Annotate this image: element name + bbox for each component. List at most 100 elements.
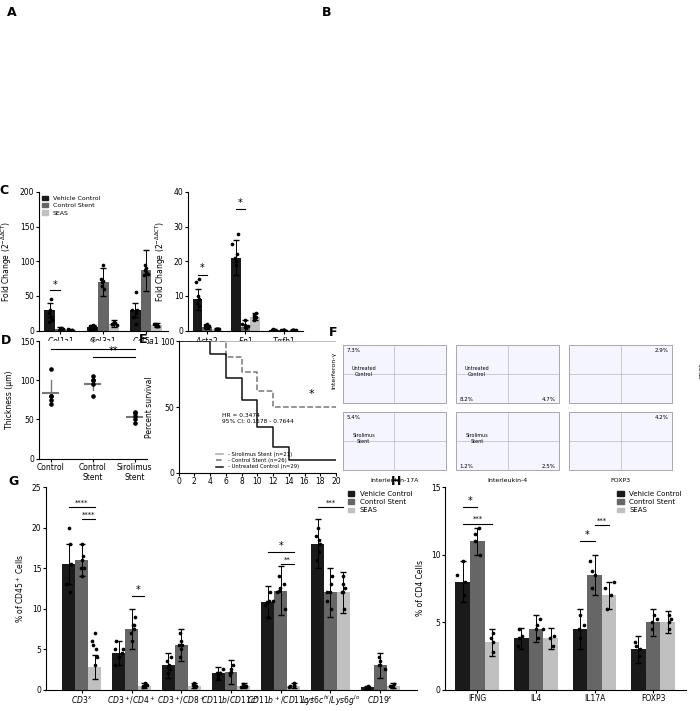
Point — [651, 614, 662, 625]
Bar — [569, 346, 672, 403]
Point — [44, 304, 55, 316]
Point — [57, 324, 69, 335]
Bar — [211, 673, 225, 690]
Point — [64, 587, 76, 598]
Bar — [602, 595, 617, 690]
Text: *: * — [136, 585, 141, 595]
Point — [235, 682, 246, 693]
Point — [211, 323, 223, 334]
Text: E: E — [139, 333, 148, 346]
Point — [286, 325, 297, 336]
Bar — [587, 574, 602, 690]
Text: G: G — [8, 475, 19, 488]
Point — [129, 407, 140, 419]
Text: HR = 0.3474
95% CI: 0.1578 - 0.7644: HR = 0.3474 95% CI: 0.1578 - 0.7644 — [222, 413, 293, 424]
Text: A: A — [7, 6, 17, 18]
Point — [190, 680, 201, 691]
Point — [214, 324, 225, 335]
Point — [278, 324, 289, 336]
Point — [175, 636, 186, 647]
Legend: Vehicle Control, Control Stent, SEAS: Vehicle Control, Control Stent, SEAS — [345, 488, 415, 516]
Point — [488, 637, 499, 648]
Point — [150, 321, 162, 332]
Bar — [125, 629, 138, 690]
Point — [148, 319, 160, 330]
Point — [232, 249, 243, 260]
Text: Interleukin-17A: Interleukin-17A — [370, 479, 419, 483]
Point — [211, 324, 223, 335]
Bar — [528, 629, 543, 690]
Point — [46, 394, 57, 405]
Point — [514, 623, 525, 635]
Point — [78, 562, 90, 574]
Text: 8.2%: 8.2% — [460, 397, 473, 402]
Bar — [141, 270, 151, 331]
Point — [87, 636, 98, 647]
Point — [90, 660, 101, 671]
Point — [325, 603, 336, 614]
Bar — [261, 602, 274, 690]
Point — [363, 680, 374, 692]
Point — [266, 324, 277, 336]
Point — [141, 679, 153, 690]
Point — [452, 569, 463, 580]
Point — [56, 322, 67, 333]
Point — [340, 583, 351, 594]
Point — [162, 661, 173, 673]
Point — [242, 321, 253, 332]
Point — [62, 324, 74, 335]
Point — [225, 666, 236, 678]
Point — [175, 643, 186, 655]
Point — [601, 603, 612, 614]
Point — [259, 599, 270, 610]
Point — [312, 555, 323, 566]
Point — [237, 678, 248, 690]
Point — [225, 668, 236, 679]
Y-axis label: Thickness (μm): Thickness (μm) — [6, 370, 14, 429]
Point — [127, 304, 138, 316]
Text: *: * — [200, 263, 205, 274]
Point — [200, 321, 211, 333]
Bar — [231, 258, 241, 331]
Point — [64, 324, 75, 336]
Point — [213, 672, 224, 683]
Point — [268, 324, 279, 336]
Point — [87, 375, 98, 386]
Text: 2.9%: 2.9% — [655, 348, 668, 353]
Point — [267, 595, 279, 606]
Point — [96, 273, 107, 284]
Point — [458, 556, 469, 567]
Point — [193, 301, 204, 312]
Point — [62, 579, 73, 590]
Bar — [138, 685, 151, 690]
Point — [164, 660, 175, 671]
Point — [130, 287, 141, 298]
Point — [287, 324, 298, 336]
Point — [248, 314, 260, 326]
Point — [647, 616, 658, 628]
Point — [337, 579, 349, 590]
Bar — [337, 592, 350, 690]
Point — [130, 308, 141, 319]
Point — [113, 651, 125, 663]
Point — [379, 664, 391, 675]
Bar — [108, 324, 119, 331]
Point — [517, 630, 528, 641]
Point — [106, 319, 118, 330]
Point — [337, 587, 348, 598]
Point — [664, 616, 675, 628]
Bar — [188, 685, 201, 690]
Point — [56, 323, 67, 334]
Point — [214, 668, 225, 679]
Text: *: * — [309, 388, 314, 399]
Point — [175, 627, 186, 638]
Point — [152, 320, 163, 331]
Point — [325, 579, 336, 590]
Point — [290, 325, 302, 336]
Bar — [569, 412, 672, 470]
Point — [288, 325, 300, 336]
Point — [238, 680, 249, 691]
Point — [125, 627, 136, 638]
Point — [108, 316, 120, 328]
Text: FOXP3: FOXP3 — [611, 479, 631, 483]
